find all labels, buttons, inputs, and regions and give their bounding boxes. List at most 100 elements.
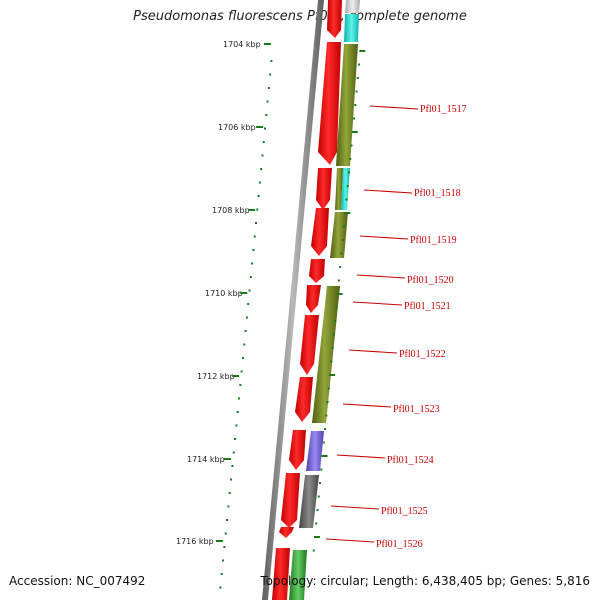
inner-minor-tick xyxy=(331,347,334,349)
ruler-minor-tick xyxy=(269,73,272,76)
ruler-minor-tick xyxy=(228,492,231,494)
inner-minor-tick xyxy=(313,536,320,538)
feature-olive-1519 xyxy=(330,212,348,258)
ruler-minor-tick xyxy=(245,316,248,319)
cds-arrow-1526 xyxy=(279,527,294,538)
inner-minor-tick xyxy=(341,239,344,241)
inner-minor-tick xyxy=(327,387,330,390)
cds-arrow-1527 xyxy=(272,548,290,600)
inner-minor-tick xyxy=(320,468,323,471)
feature-purple-1524 xyxy=(306,431,324,471)
inner-minor-tick xyxy=(322,441,325,444)
inner-minor-tick xyxy=(330,360,333,363)
gene-label-1521: Pfl01_1521 xyxy=(404,301,451,312)
forward-cds-track xyxy=(272,0,342,600)
ruler-minor-tick xyxy=(270,60,273,62)
ruler-minor-tick xyxy=(235,424,238,427)
gene-labels: Pfl01_1517 Pfl01_1518 Pfl01_1519 Pfl01_1… xyxy=(325,104,467,550)
ruler-minor-tick xyxy=(223,546,226,548)
ruler-minor-tick xyxy=(247,303,250,305)
inner-minor-tick xyxy=(358,63,361,66)
ruler-minor-tick xyxy=(257,195,260,197)
inner-minor-tick xyxy=(346,185,349,187)
kbp-label-1704: 1704 kbp xyxy=(223,40,261,49)
leader-line-1526 xyxy=(325,538,375,543)
ruler-minor-ticks xyxy=(219,60,273,589)
genome-summary-text: Topology: circular; Length: 6,438,405 bp… xyxy=(260,574,590,588)
kbp-label-1708: 1708 kbp xyxy=(212,206,250,215)
accession-text: Accession: NC_007492 xyxy=(9,574,146,588)
inner-minor-ticks xyxy=(312,50,366,552)
feature-track xyxy=(289,0,360,600)
inner-minor-tick xyxy=(340,252,343,255)
gene-label-1526: Pfl01_1526 xyxy=(376,539,423,550)
gene-label-1522: Pfl01_1522 xyxy=(399,349,446,360)
ruler-minor-tick xyxy=(239,384,242,386)
ruler-minor-tick xyxy=(248,289,251,292)
inner-minor-tick xyxy=(355,90,358,93)
feature-green-bottom xyxy=(289,550,307,600)
inner-minor-tick xyxy=(344,212,351,214)
ruler-minor-tick xyxy=(255,222,258,224)
ruler-minor-tick xyxy=(261,154,264,157)
inner-minor-tick xyxy=(351,131,358,133)
ruler-major-ticks: 1704 kbp 1706 kbp 1708 kbp 1710 kbp 1712… xyxy=(176,40,271,546)
leader-line-1524 xyxy=(336,454,386,459)
feature-olive-1518a xyxy=(335,168,343,210)
ruler-minor-tick xyxy=(227,505,230,508)
ruler-minor-tick xyxy=(241,357,244,359)
feature-cyan-top xyxy=(344,14,359,42)
ruler-minor-tick xyxy=(230,478,233,481)
inner-minor-tick xyxy=(345,198,348,201)
leader-line-1522 xyxy=(348,349,398,354)
ruler-minor-tick xyxy=(231,465,234,467)
inner-minor-tick xyxy=(332,333,335,336)
inner-minor-tick xyxy=(342,225,345,228)
kbp-label-1716: 1716 kbp xyxy=(176,537,214,546)
leader-line-1523 xyxy=(342,403,392,408)
inner-minor-tick xyxy=(326,401,329,403)
gene-label-1517: Pfl01_1517 xyxy=(420,104,467,115)
inner-minor-tick xyxy=(349,158,352,160)
ruler-minor-tick xyxy=(232,451,235,454)
ruler-minor-tick xyxy=(243,343,246,346)
ruler-minor-tick xyxy=(256,208,259,211)
inner-minor-tick xyxy=(317,495,320,498)
ruler-minor-tick xyxy=(222,559,225,562)
cds-arrow-1517 xyxy=(318,42,341,165)
ruler-minor-tick xyxy=(251,262,254,265)
leader-line-1519 xyxy=(359,235,409,240)
genome-backbone xyxy=(262,0,324,600)
gene-label-1524: Pfl01_1524 xyxy=(387,455,434,466)
cds-arrow-1520 xyxy=(309,259,325,283)
cds-arrow-1518 xyxy=(316,168,332,210)
ruler-minor-tick xyxy=(264,127,267,130)
ruler-minor-tick xyxy=(226,519,229,521)
gene-label-1519: Pfl01_1519 xyxy=(410,235,457,246)
ruler-minor-tick xyxy=(267,87,270,89)
inner-minor-tick xyxy=(312,549,315,552)
feature-olive-1521 xyxy=(312,286,340,423)
cds-arrow-1525 xyxy=(281,473,300,528)
feature-gray-1525 xyxy=(299,475,319,528)
ruler-minor-tick xyxy=(258,181,261,184)
leader-line-1517 xyxy=(369,105,419,110)
ruler-minor-tick xyxy=(224,532,227,535)
ruler-minor-tick xyxy=(262,141,265,143)
kbp-label-1710: 1710 kbp xyxy=(205,289,243,298)
cds-arrow-1524 xyxy=(289,430,306,470)
inner-minor-tick xyxy=(339,266,342,268)
leader-line-1520 xyxy=(356,274,406,279)
ruler-minor-tick xyxy=(260,168,263,170)
inner-minor-tick xyxy=(324,428,327,430)
inner-minor-tick xyxy=(359,50,366,52)
inner-minor-tick xyxy=(334,320,337,322)
leader-line-1525 xyxy=(330,505,380,510)
inner-minor-tick xyxy=(347,171,350,174)
leader-line-1518 xyxy=(363,189,413,194)
ruler-minor-tick xyxy=(236,411,239,413)
ruler-minor-tick xyxy=(240,370,243,373)
map-title: Pseudomonas fluorescens Pf0-1, complete … xyxy=(133,9,467,24)
cds-arrow-1516 xyxy=(327,0,342,38)
